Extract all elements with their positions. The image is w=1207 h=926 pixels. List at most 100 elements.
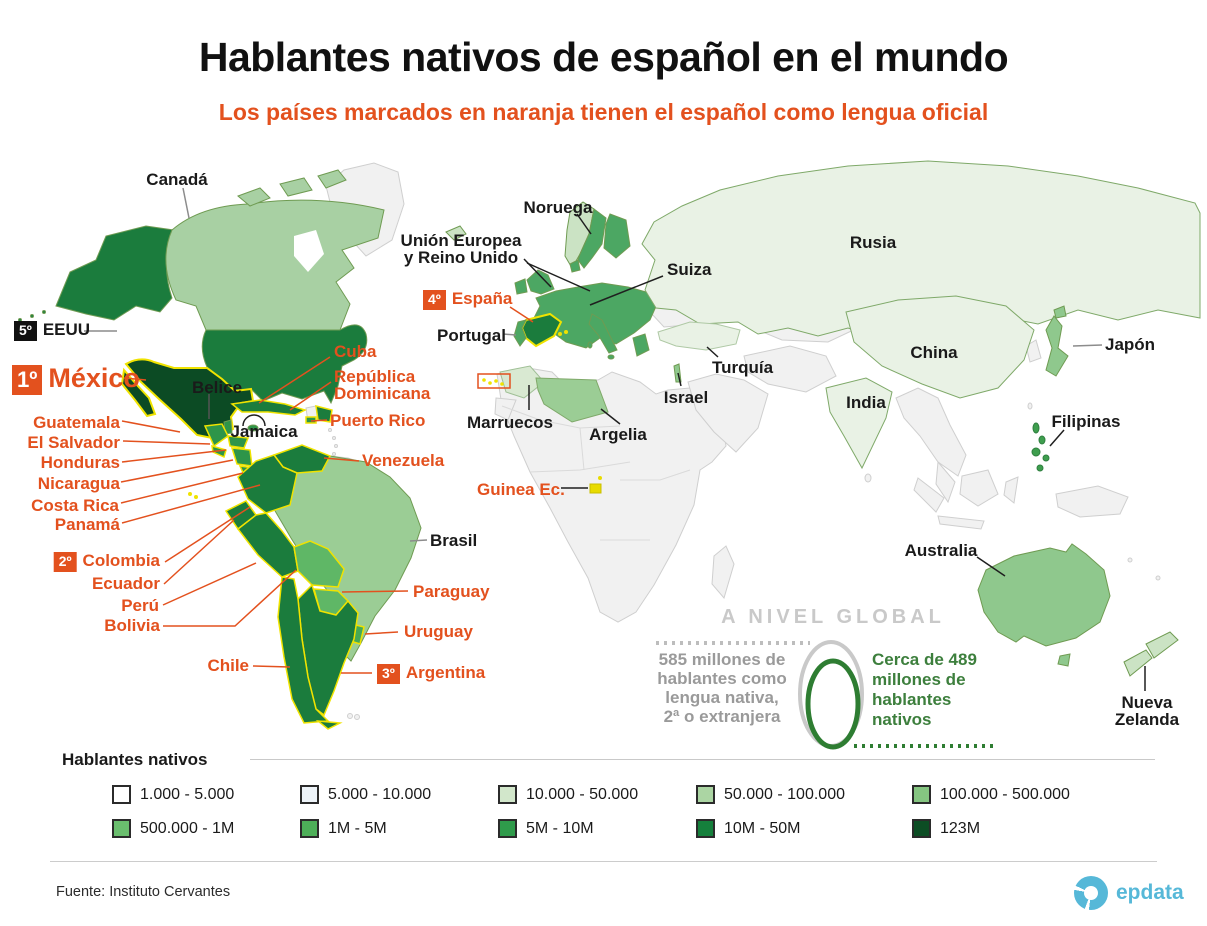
global-callout-art [656,640,998,750]
country-algeria [535,377,609,423]
map-label-union-europea: Unión Europea y Reino Unido [400,231,522,267]
country-puerto-rico [305,416,317,424]
map-label-puerto-rico: Puerto Rico [330,411,426,430]
map-label-venezuela: Venezuela [362,451,445,470]
map-label-brasil: Brasil [430,531,478,550]
legend-swatch [112,819,131,838]
map-label-panama: Panamá [54,515,120,534]
country-australia [977,543,1111,647]
global-right-stat: Cerca de 489 millones de hablantes nativos [872,650,977,729]
country-honduras [227,435,250,449]
page-title: Hablantes nativos de español en el mundo [198,34,1009,80]
map-label-honduras: Honduras [40,453,120,472]
map-label-noruega: Noruega [523,198,593,217]
legend-swatch [498,819,517,838]
legend-item: 10.000 - 50.000 [498,785,638,804]
country-sweden [577,208,607,269]
legend-swatch [696,819,715,838]
map-label-suiza: Suiza [667,260,712,279]
map-label-uruguay: Uruguay [404,622,473,641]
country-nicaragua [230,447,253,467]
map-label-canada: Canadá [146,170,208,189]
legend-item: 500.000 - 1M [112,819,234,838]
map-label-eeuu: 5º EEUU [14,321,90,341]
country-new-zealand [1145,631,1179,659]
legend-title-rule [250,759,1155,760]
map-label-guatemala: Guatemala [33,413,120,432]
country-italy [588,313,618,354]
map-label-espana: 4º España [423,290,512,310]
country-chile [277,576,330,724]
legend-item: 100.000 - 500.000 [912,785,1070,804]
map-label-el-salvador: El Salvador [27,433,120,452]
country-canada [165,199,385,331]
country-russia [641,160,1201,339]
legend-item: 1.000 - 5.000 [112,785,234,804]
legend-title: Hablantes nativos [62,750,208,769]
rank-badge-eeuu: 5º [14,321,37,341]
brand-name: epdata [1116,881,1184,904]
country-turkey [657,321,741,351]
footer-divider [50,861,1157,862]
country-finland [603,213,631,259]
legend-label: 1.000 - 5.000 [140,785,235,803]
africa-borders [501,405,691,541]
legend-item: 123M [912,819,980,838]
legend-label: 10M - 50M [724,819,801,837]
country-jamaica [247,424,259,432]
map-label-bolivia: Bolivia [104,616,160,635]
canary-islands [482,378,504,386]
legend-item: 5.000 - 10.000 [300,785,431,804]
map-label-filipinas: Filipinas [1051,412,1121,431]
legend-swatch [300,785,319,804]
leader-lines [84,187,1146,691]
country-ireland [514,278,528,295]
epdata-logo-icon [1074,876,1108,910]
country-japan [1045,315,1069,377]
rank-badge-colombia: 2º [53,552,77,572]
brand: epdata [1074,876,1184,910]
country-philippines [1031,422,1050,472]
map-label-israel: Israel [663,388,709,407]
canary-islands-box [477,373,511,389]
legend-swatch [300,819,319,838]
map-label-ecuador: Ecuador [91,574,160,593]
legend-label: 10.000 - 50.000 [526,785,639,803]
map-label-argelia: Argelia [589,425,647,444]
country-india [825,377,893,470]
legend-label: 100.000 - 500.000 [940,785,1070,803]
legend-label: 5.000 - 10.000 [328,785,432,803]
country-cuba [230,399,308,416]
map-label-china: China [910,343,958,362]
global-heading: A NIVEL GLOBAL [721,606,945,628]
legend-item: 1M - 5M [300,819,387,838]
legend-swatch [498,785,517,804]
legend-item: 5M - 10M [498,819,594,838]
map-label-rusia: Rusia [849,233,897,252]
map-label-argentina: 3º Argentina [377,664,485,684]
legend-item: 10M - 50M [696,819,800,838]
map-label-nicaragua: Nicaragua [37,474,120,493]
global-left-stat: 585 millones de hablantes como lengua nati… [657,650,787,726]
source-text: Fuente: Instituto Cervantes [56,884,231,900]
country-colombia [237,454,298,514]
page-subtitle: Los países marcados en naranja tienen el… [218,99,989,125]
legend-label: 50.000 - 100.000 [724,785,845,803]
country-equatorial-guinea [589,483,602,494]
map-label-india: India [846,393,886,412]
legend-swatch [112,785,131,804]
country-iceland [445,225,467,241]
map-label-turquia: Turquía [712,358,774,377]
map-label-guinea-ec: Guinea Ec. [477,480,565,499]
map-label-nueva-zelanda: Nueva Zelanda [1114,693,1180,729]
legend-label: 5M - 10M [526,819,594,837]
country-usa [201,324,368,405]
rank-badge-mexico: 1º [12,365,43,395]
legend-item: 50.000 - 100.000 [696,785,845,804]
country-portugal [513,319,527,347]
map-label-republica-dominicana: República Dominicana [334,367,431,403]
map-label-costa-rica: Costa Rica [31,496,119,515]
legend-swatch [696,785,715,804]
